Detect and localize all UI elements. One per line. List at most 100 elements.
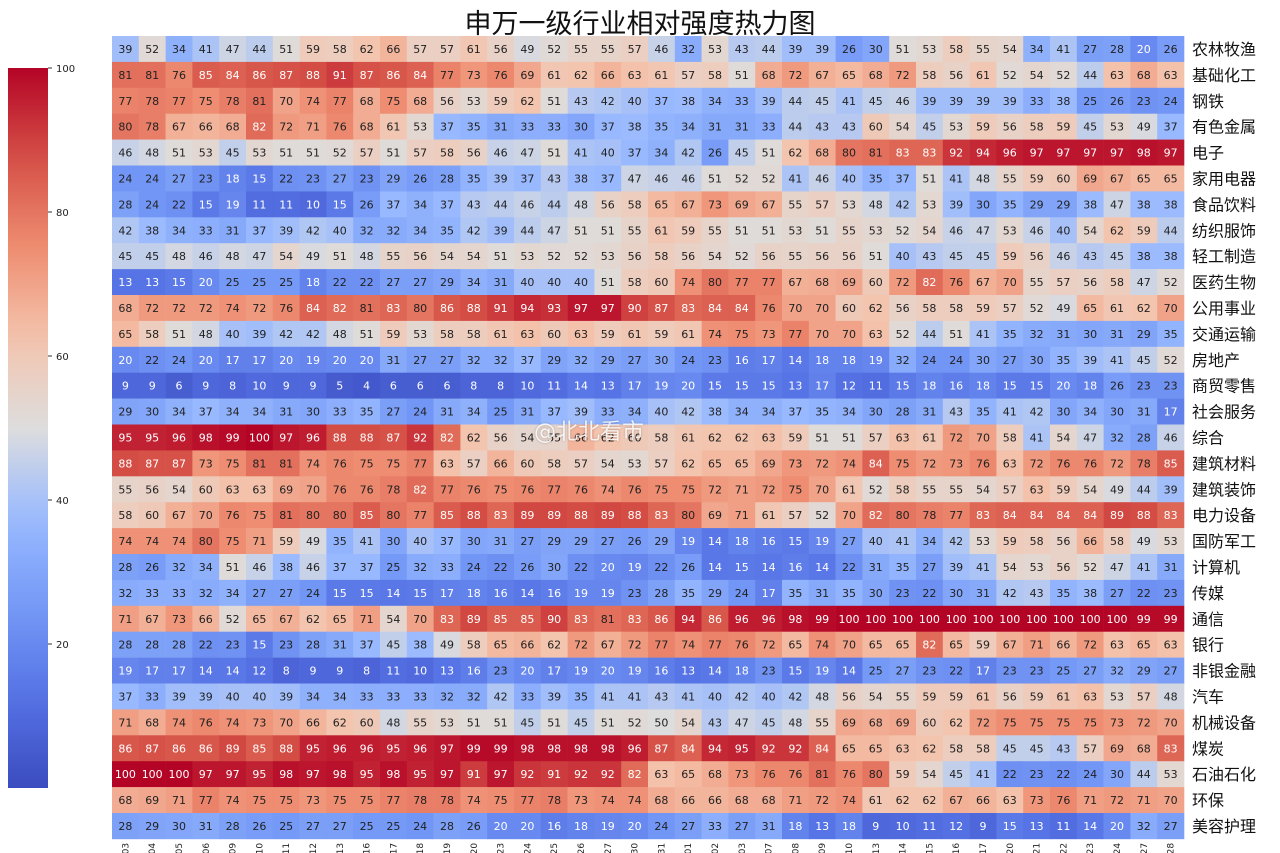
cell-value-label: 40: [574, 276, 588, 289]
heatmap-cell: [299, 191, 327, 218]
cell-value-label: 23: [896, 587, 910, 600]
cell-value-label: 68: [1137, 742, 1151, 755]
heatmap-cell: [272, 113, 300, 140]
heatmap-cell: [1130, 320, 1158, 348]
cell-value-label: 68: [118, 302, 132, 315]
cell-value-label: 85: [494, 613, 508, 626]
heatmap-cell: [219, 165, 247, 192]
cell-value-label: 25: [386, 561, 400, 574]
cell-value-label: 32: [413, 561, 427, 574]
cell-value-label: 11: [1056, 820, 1070, 833]
cell-value-label: 51: [815, 431, 829, 444]
heatmap-cell: [755, 139, 783, 166]
cell-value-label: 33: [199, 224, 213, 237]
heatmap-cell: [1157, 424, 1185, 451]
cell-value-label: 76: [976, 457, 990, 470]
heatmap-cell: [1103, 372, 1131, 399]
heatmap-cell: [782, 346, 810, 373]
cell-value-label: 75: [654, 483, 668, 496]
heatmap-cell: [755, 243, 783, 270]
column-label: 03-25: [550, 843, 560, 853]
cell-value-label: 98: [386, 768, 400, 781]
heatmap-cell: [540, 87, 568, 114]
heatmap-cell: [996, 139, 1024, 166]
cell-value-label: 32: [494, 354, 508, 367]
cell-value-label: 16: [762, 535, 776, 548]
cell-value-label: 31: [279, 406, 293, 419]
cell-value-label: 27: [1083, 43, 1097, 56]
cell-value-label: 55: [788, 198, 802, 211]
heatmap-cell: [433, 165, 461, 192]
heatmap-cell: [969, 398, 997, 425]
cell-value-label: 73: [252, 716, 266, 729]
cell-value-label: 17: [172, 665, 186, 678]
row-label: 商贸零售: [1192, 377, 1256, 396]
cell-value-label: 59: [1137, 224, 1151, 237]
cell-value-label: 28: [1110, 43, 1124, 56]
cell-value-label: 35: [1164, 328, 1178, 341]
cell-value-label: 18: [735, 665, 749, 678]
heatmap-cell: [1103, 87, 1131, 114]
cell-value-label: 51: [306, 147, 320, 160]
cell-value-label: 52: [869, 483, 883, 496]
cell-value-label: 32: [199, 587, 213, 600]
cell-value-label: 29: [1137, 665, 1151, 678]
cell-value-label: 26: [708, 147, 722, 160]
cell-value-label: 87: [172, 457, 186, 470]
cell-value-label: 39: [252, 328, 266, 341]
cell-value-label: 98: [601, 742, 615, 755]
cell-value-label: 15: [788, 535, 802, 548]
cell-value-label: 34: [172, 406, 186, 419]
cell-value-label: 40: [762, 690, 776, 703]
heatmap-cell: [1023, 398, 1051, 425]
heatmap-cell: [808, 424, 836, 451]
heatmap-cell: [889, 165, 917, 192]
cell-value-label: 15: [1030, 380, 1044, 393]
heatmap-cell: [1076, 139, 1104, 166]
cell-value-label: 35: [467, 121, 481, 134]
cell-value-label: 41: [896, 535, 910, 548]
cell-value-label: 68: [654, 794, 668, 807]
cell-value-label: 30: [467, 535, 481, 548]
cell-value-label: 31: [520, 406, 534, 419]
heatmap-cell: [514, 217, 542, 244]
heatmap-cell: [433, 243, 461, 270]
cell-value-label: 45: [949, 768, 963, 781]
heatmap-cell: [835, 217, 863, 244]
heatmap-cell: [353, 243, 381, 270]
cell-value-label: 57: [574, 457, 588, 470]
cell-value-label: 23: [708, 354, 722, 367]
cell-value-label: 76: [762, 768, 776, 781]
cell-value-label: 74: [306, 95, 320, 108]
cell-value-label: 31: [922, 406, 936, 419]
row-label: 钢铁: [1192, 92, 1224, 111]
cell-value-label: 18: [842, 354, 856, 367]
cell-value-label: 39: [279, 690, 293, 703]
heatmap-cell: [942, 372, 970, 399]
cell-value-label: 77: [440, 483, 454, 496]
heatmap-cell: [246, 139, 274, 166]
heatmap-cell: [674, 191, 702, 218]
heatmap-cell: [1130, 372, 1158, 399]
heatmap-cell: [1157, 36, 1185, 63]
cell-value-label: 35: [869, 172, 883, 185]
heatmap-cell: [272, 398, 300, 425]
heatmap-cell: [648, 191, 676, 218]
heatmap-cell: [326, 398, 354, 425]
heatmap-cell: [380, 295, 408, 322]
heatmap-cell: [246, 243, 274, 270]
cell-value-label: 33: [708, 820, 722, 833]
cell-value-label: 20: [199, 276, 213, 289]
cell-value-label: 40: [601, 147, 615, 160]
heatmap-cell: [889, 243, 917, 270]
heatmap-cell: [1157, 295, 1185, 322]
cell-value-label: 72: [172, 302, 186, 315]
cell-value-label: 31: [494, 535, 508, 548]
cell-value-label: 20: [1137, 43, 1151, 56]
column-label: 03-18: [416, 843, 426, 853]
column-label: 04-16: [952, 843, 962, 853]
heatmap-cell: [1157, 217, 1185, 244]
heatmap-cell: [299, 424, 327, 451]
cell-value-label: 69: [708, 509, 722, 522]
